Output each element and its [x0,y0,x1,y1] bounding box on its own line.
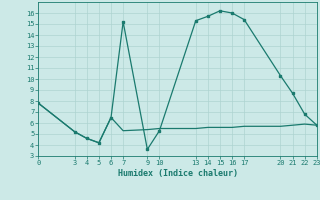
X-axis label: Humidex (Indice chaleur): Humidex (Indice chaleur) [118,169,238,178]
